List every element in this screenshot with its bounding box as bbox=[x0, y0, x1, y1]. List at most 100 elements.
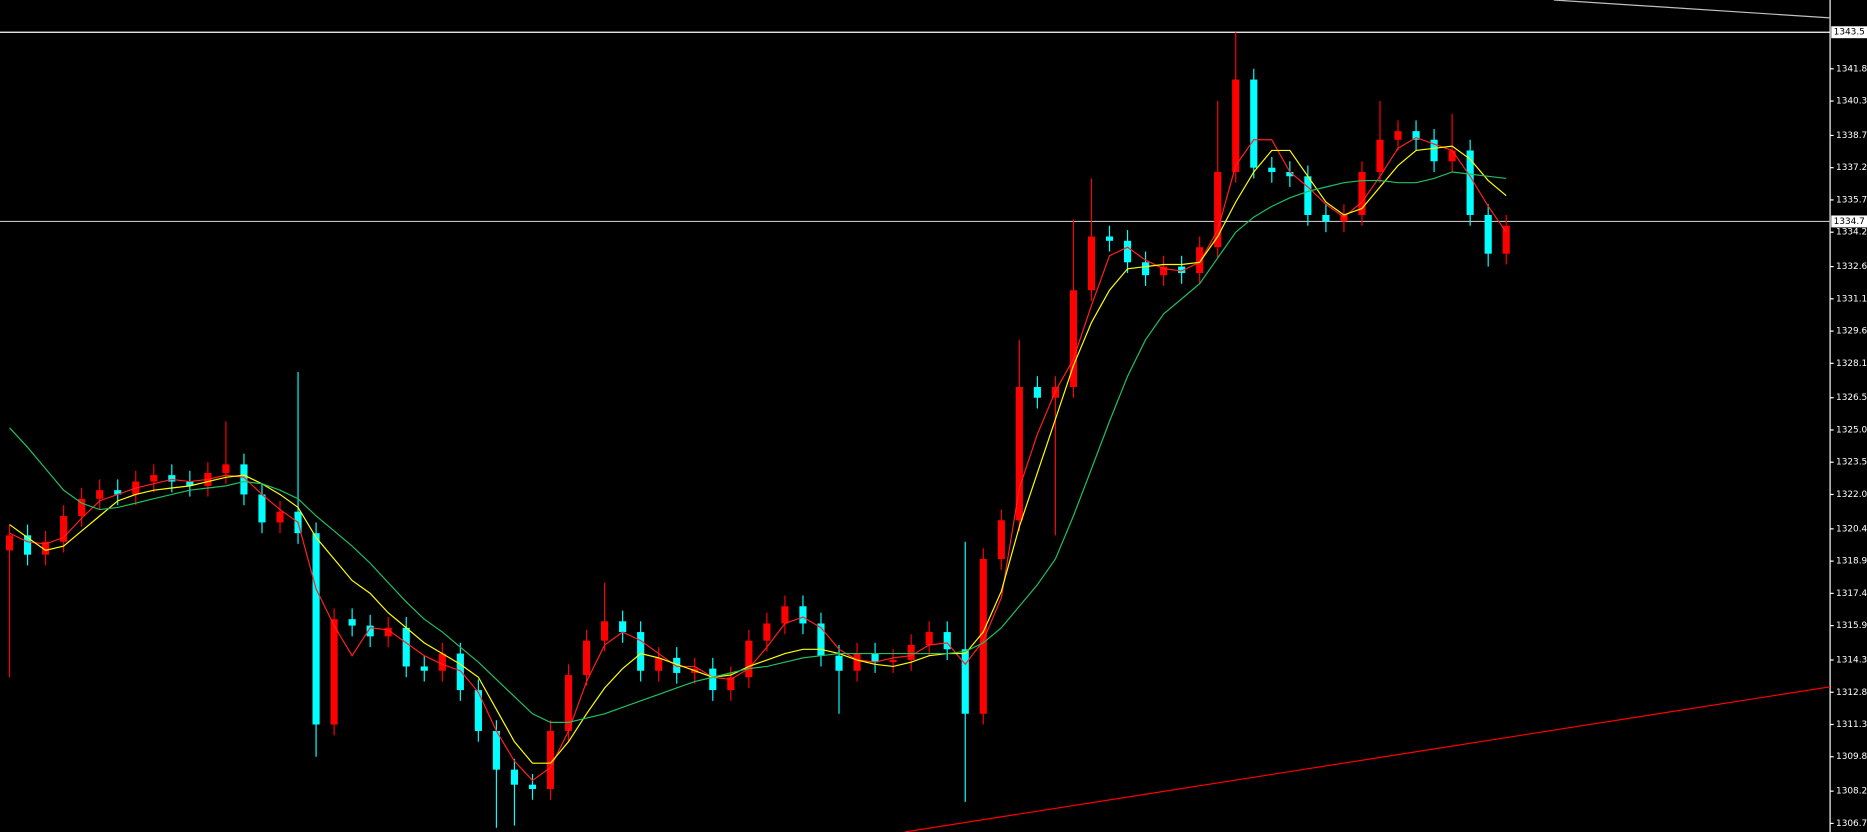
y-tick-label: 1340.3 bbox=[1836, 97, 1867, 107]
candle-body bbox=[582, 640, 591, 676]
candle-body bbox=[799, 606, 807, 624]
candle-body bbox=[1160, 266, 1168, 276]
candle-body bbox=[168, 475, 176, 482]
price-label: 1334.7 bbox=[1834, 217, 1865, 227]
candle-body bbox=[384, 627, 392, 637]
candle-body bbox=[1178, 266, 1186, 274]
y-tick-label: 1322.0 bbox=[1836, 490, 1867, 500]
candle-body bbox=[510, 769, 519, 785]
candle-body bbox=[456, 653, 464, 691]
candle-body bbox=[1123, 240, 1132, 263]
y-tick-label: 1337.2 bbox=[1836, 163, 1867, 173]
candle-body bbox=[1268, 167, 1276, 172]
y-tick-label: 1338.7 bbox=[1836, 131, 1867, 141]
candle-body bbox=[114, 490, 122, 495]
candle-body bbox=[745, 640, 753, 678]
candle-body bbox=[420, 666, 428, 671]
candle-body bbox=[330, 619, 338, 725]
price-label-box bbox=[1831, 215, 1867, 228]
candle-body bbox=[42, 541, 50, 555]
candle-body bbox=[150, 475, 158, 482]
candle-body bbox=[78, 498, 86, 516]
candle-body bbox=[60, 515, 68, 542]
candle-body bbox=[5, 535, 14, 551]
candle-body bbox=[727, 677, 735, 691]
y-tick-label: 1312.8 bbox=[1836, 688, 1867, 698]
y-tick-label: 1341.8 bbox=[1836, 64, 1867, 74]
candle-body bbox=[546, 730, 555, 790]
candle-body bbox=[492, 730, 500, 770]
candle-body bbox=[763, 623, 771, 641]
candle-body bbox=[1141, 262, 1150, 276]
candle-body bbox=[979, 558, 987, 714]
candle-body bbox=[781, 606, 789, 624]
candle-body bbox=[438, 653, 446, 671]
candle-body bbox=[23, 535, 32, 555]
moving-average bbox=[9, 145, 1507, 764]
candle-body bbox=[997, 520, 1005, 559]
candle-body bbox=[240, 464, 248, 495]
candle-body bbox=[943, 632, 951, 650]
y-tick-label: 1306.7 bbox=[1836, 819, 1867, 829]
candle-body bbox=[348, 619, 356, 626]
candle-body bbox=[1250, 79, 1258, 168]
y-tick-label: 1315.9 bbox=[1836, 621, 1867, 631]
candle-body bbox=[907, 644, 915, 661]
candle-body bbox=[276, 511, 284, 523]
y-tick-label: 1331.1 bbox=[1836, 294, 1867, 304]
candle-body bbox=[1412, 131, 1420, 140]
candle-body bbox=[1484, 214, 1492, 254]
candle-body bbox=[853, 653, 861, 671]
candle-body bbox=[1430, 139, 1438, 162]
y-tick-label: 1318.9 bbox=[1836, 557, 1867, 567]
candle-body bbox=[1466, 150, 1474, 215]
candle-body bbox=[1448, 150, 1456, 162]
candle-body bbox=[835, 655, 843, 671]
candle-body bbox=[402, 627, 410, 667]
candle-body bbox=[186, 481, 194, 486]
candle-body bbox=[564, 675, 573, 731]
candle-body bbox=[1358, 171, 1366, 215]
candle-body bbox=[1340, 214, 1348, 222]
candle-body bbox=[637, 632, 645, 671]
y-tick-label: 1326.5 bbox=[1836, 393, 1867, 403]
candle-body bbox=[1304, 176, 1312, 215]
candle-body bbox=[1015, 386, 1023, 521]
candle-body bbox=[1196, 247, 1204, 274]
candle-body bbox=[1033, 386, 1041, 398]
candle-body bbox=[1069, 290, 1078, 387]
candle-body bbox=[889, 660, 897, 663]
candle-body bbox=[619, 621, 627, 633]
y-tick-label: 1308.2 bbox=[1836, 787, 1867, 797]
candle-body bbox=[709, 668, 717, 691]
price-label: 1343.5 bbox=[1834, 28, 1865, 38]
trend-line bbox=[1553, 0, 1831, 19]
candle-body bbox=[1322, 214, 1330, 222]
candle-body bbox=[871, 653, 879, 663]
candle-body bbox=[312, 533, 320, 725]
candle-body bbox=[1232, 79, 1240, 172]
y-tick-label: 1317.4 bbox=[1836, 589, 1867, 599]
candle-body bbox=[1087, 236, 1096, 291]
price-axis: 1341.8 1340.3 1338.7 1337.2 1335.7 1334.2 1332… bbox=[1830, 26, 1867, 829]
candle-body bbox=[1214, 171, 1222, 248]
y-tick-label: 1334.2 bbox=[1836, 228, 1867, 238]
y-tick-label: 1328.1 bbox=[1836, 359, 1867, 369]
y-tick-label: 1329.6 bbox=[1836, 327, 1867, 337]
y-tick-label: 1320.4 bbox=[1836, 524, 1867, 534]
candle-body bbox=[528, 784, 537, 790]
y-tick-label: 1325.0 bbox=[1836, 425, 1867, 435]
candle-body bbox=[961, 649, 969, 714]
candle-body bbox=[474, 690, 482, 731]
candle-body bbox=[222, 464, 230, 473]
moving-average bbox=[9, 171, 1507, 723]
y-tick-label: 1332.6 bbox=[1836, 262, 1867, 272]
candle-body bbox=[1394, 131, 1402, 140]
plot bbox=[0, 31, 1831, 828]
y-tick-label: 1311.3 bbox=[1836, 720, 1867, 730]
candle-body bbox=[673, 657, 681, 673]
y-tick-label: 1309.8 bbox=[1836, 752, 1867, 762]
